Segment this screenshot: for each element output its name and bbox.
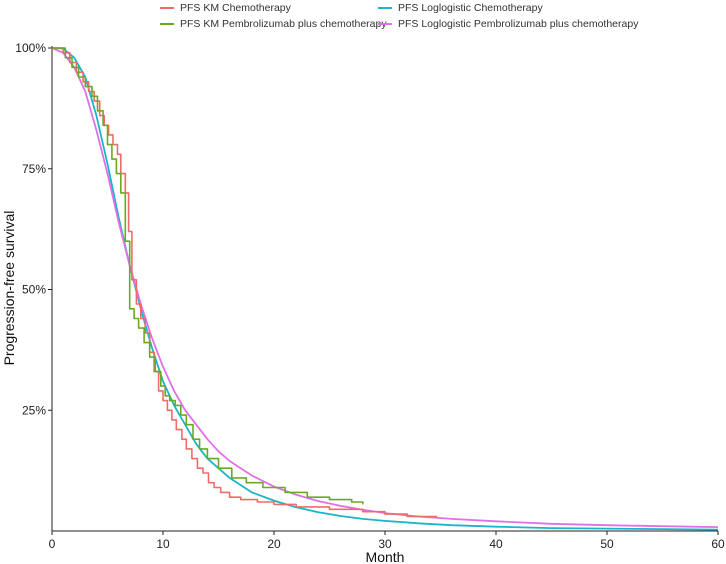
legend-label: PFS Loglogistic Pembrolizumab plus chemo… [398, 18, 639, 30]
x-tick-label: 0 [49, 537, 56, 551]
legend-label: PFS KM Chemotherapy [180, 2, 291, 14]
x-tick-label: 30 [378, 537, 392, 551]
y-axis-title: Progression-free survival [1, 211, 17, 366]
y-tick-label: 75% [22, 162, 46, 176]
x-tick-label: 60 [711, 537, 725, 551]
legend-swatch [378, 7, 392, 9]
chart-legend: PFS KM Chemotherapy PFS KM Pembrolizumab… [0, 2, 726, 32]
legend-swatch [378, 23, 392, 25]
series-line-pfs-km-chemotherapy [52, 47, 438, 518]
legend-item-loglogistic-pembrolizumab: PFS Loglogistic Pembrolizumab plus chemo… [378, 18, 638, 30]
legend-label: PFS Loglogistic Chemotherapy [398, 2, 543, 14]
x-axis-title: Month [366, 549, 405, 564]
legend-item-loglogistic-chemotherapy: PFS Loglogistic Chemotherapy [378, 2, 543, 14]
series-line-pfs-loglogistic-pembrolizumab-plus-chemotherapy [51, 47, 719, 528]
chart-series-group [51, 47, 719, 531]
x-tick-label: 50 [600, 537, 614, 551]
series-line-pfs-km-pembrolizumab-plus-chemotherapy [52, 47, 364, 505]
chart-axes: 0 10 20 30 40 50 60 25% 50% 75% 100% [15, 41, 725, 551]
legend-swatch [160, 7, 174, 9]
x-tick-label: 10 [156, 537, 170, 551]
x-tick-label: 20 [267, 537, 281, 551]
series-line-pfs-loglogistic-chemotherapy [51, 47, 719, 531]
legend-item-km-pembrolizumab: PFS KM Pembrolizumab plus chemotherapy [160, 18, 387, 30]
legend-item-km-chemotherapy: PFS KM Chemotherapy [160, 2, 291, 14]
y-tick-label: 25% [22, 403, 46, 417]
legend-swatch [160, 23, 174, 25]
y-tick-label: 50% [22, 283, 46, 297]
y-tick-label: 100% [15, 41, 46, 55]
legend-label: PFS KM Pembrolizumab plus chemotherapy [180, 18, 387, 30]
x-tick-label: 40 [489, 537, 503, 551]
